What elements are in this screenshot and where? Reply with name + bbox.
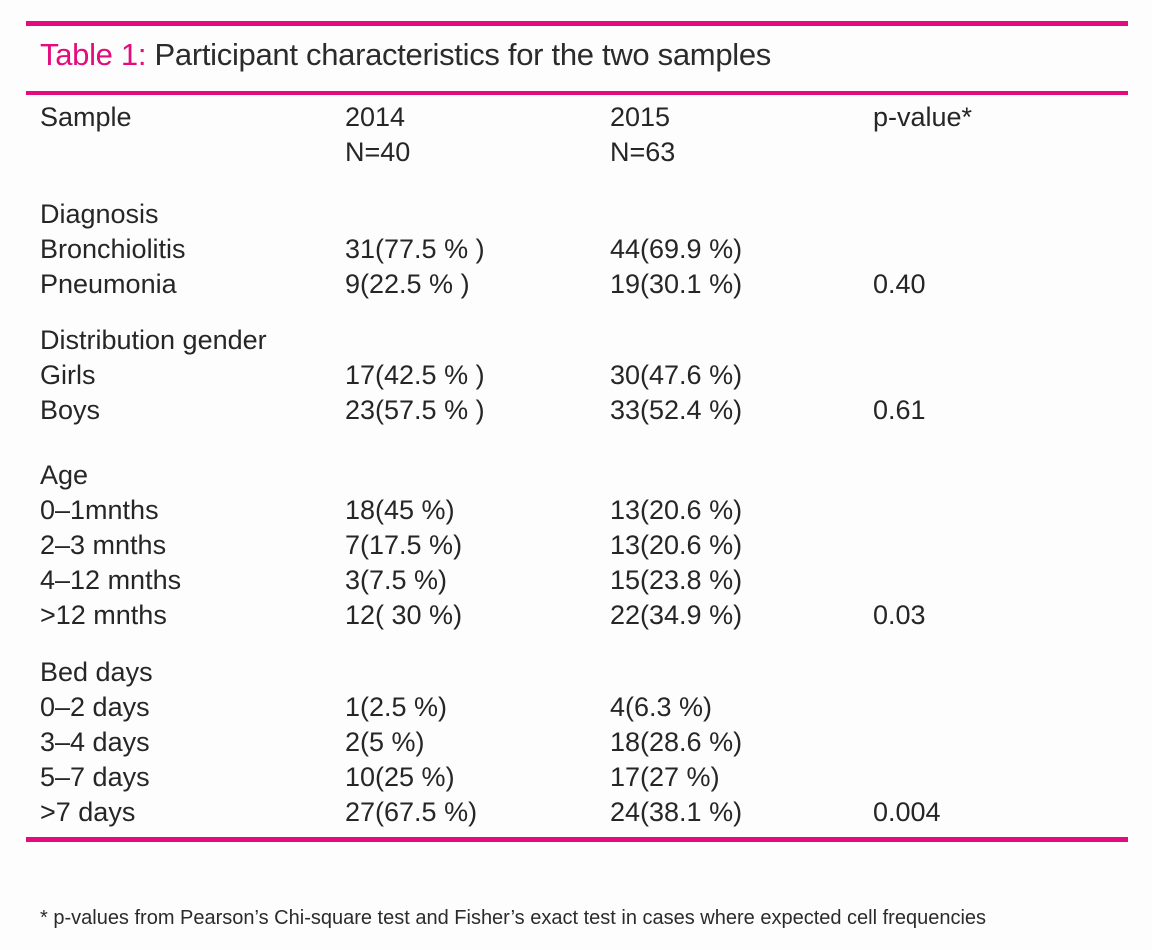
table-row: >12 mnths 12( 30 %) 22(34.9 %) 0.03 xyxy=(0,598,1152,633)
cell-pvalue xyxy=(873,232,1152,267)
cell-2015: 18(28.6 %) xyxy=(610,727,743,757)
row-label: Pneumonia xyxy=(40,269,177,299)
cell-pvalue xyxy=(873,528,1152,563)
section-header-row: Age xyxy=(0,458,1152,493)
row-label: >7 days xyxy=(40,797,136,827)
top-rule xyxy=(26,21,1128,26)
cell-2014: 1(2.5 %) xyxy=(345,692,448,722)
row-label: Girls xyxy=(40,360,96,390)
cell-2015: 30(47.6 %) xyxy=(610,360,743,390)
row-label: Boys xyxy=(40,395,101,425)
cell-2015: 13(20.6 %) xyxy=(610,530,743,560)
table-row: 4–12 mnths 3(7.5 %) 15(23.8 %) xyxy=(0,563,1152,598)
section-diagnosis: Diagnosis Bronchiolitis 31(77.5 % ) 44(6… xyxy=(0,197,1152,302)
cell-pvalue: 0.004 xyxy=(873,797,941,827)
section-header-row: Bed days xyxy=(0,655,1152,690)
table-row: >7 days 27(67.5 %) 24(38.1 %) 0.004 xyxy=(0,795,1152,830)
cell-2014: 9(22.5 % ) xyxy=(345,269,470,299)
cell-2015: 44(69.9 %) xyxy=(610,234,743,264)
cell-pvalue: 0.61 xyxy=(873,395,926,425)
cell-pvalue xyxy=(873,493,1152,528)
cell-2014: 12( 30 %) xyxy=(345,600,463,630)
cell-2014: 10(25 %) xyxy=(345,762,455,792)
cell-pvalue xyxy=(873,690,1152,725)
cell-2014: 23(57.5 % ) xyxy=(345,395,485,425)
header-sample: Sample xyxy=(40,102,132,132)
cell-2014: 27(67.5 %) xyxy=(345,797,478,827)
cell-2014: 3(7.5 %) xyxy=(345,565,448,595)
row-label: 0–2 days xyxy=(40,692,150,722)
section-header-row: Distribution gender xyxy=(0,323,1152,358)
table-row: Pneumonia 9(22.5 % ) 19(30.1 %) 0.40 xyxy=(0,267,1152,302)
table-title: Table 1: Participant characteristics for… xyxy=(40,35,1152,75)
table-row: 5–7 days 10(25 %) 17(27 %) xyxy=(0,760,1152,795)
table-row: Girls 17(42.5 % ) 30(47.6 %) xyxy=(0,358,1152,393)
row-label: Bronchiolitis xyxy=(40,234,186,264)
section-name: Diagnosis xyxy=(40,199,159,229)
table-header-row: Sample 2014 N=40 2015 N=63 p-value* xyxy=(0,100,1152,170)
header-2015-n: N=63 xyxy=(610,137,676,167)
header-2015-year: 2015 xyxy=(610,102,671,132)
row-label: 5–7 days xyxy=(40,762,150,792)
cell-pvalue xyxy=(873,563,1152,598)
table-row: 3–4 days 2(5 %) 18(28.6 %) xyxy=(0,725,1152,760)
table-row: Boys 23(57.5 % ) 33(52.4 %) 0.61 xyxy=(0,393,1152,428)
participant-table: Sample 2014 N=40 2015 N=63 p-value* Diag… xyxy=(0,100,1152,830)
cell-pvalue xyxy=(873,358,1152,393)
cell-pvalue xyxy=(873,760,1152,795)
section-gender: Distribution gender Girls 17(42.5 % ) 30… xyxy=(0,323,1152,428)
table-row: 0–2 days 1(2.5 %) 4(6.3 %) xyxy=(0,690,1152,725)
row-label: 4–12 mnths xyxy=(40,565,182,595)
title-divider-rule xyxy=(26,91,1128,95)
table-row: 2–3 mnths 7(17.5 %) 13(20.6 %) xyxy=(0,528,1152,563)
section-name: Age xyxy=(40,460,89,490)
cell-2015: 17(27 %) xyxy=(610,762,720,792)
cell-2014: 17(42.5 % ) xyxy=(345,360,485,390)
header-2014-n: N=40 xyxy=(345,137,411,167)
cell-2015: 33(52.4 %) xyxy=(610,395,743,425)
table-row: 0–1mnths 18(45 %) 13(20.6 %) xyxy=(0,493,1152,528)
cell-pvalue: 0.03 xyxy=(873,600,926,630)
cell-2014: 18(45 %) xyxy=(345,495,455,525)
header-2014-year: 2014 xyxy=(345,102,406,132)
cell-2015: 4(6.3 %) xyxy=(610,692,713,722)
footnote-divider-rule xyxy=(26,837,1128,842)
footnote-line-1: * p-values from Pearson’s Chi-square tes… xyxy=(40,907,987,929)
table-caption-text: Participant characteristics for the two … xyxy=(154,37,772,72)
section-bed-days: Bed days 0–2 days 1(2.5 %) 4(6.3 %) 3–4 … xyxy=(0,655,1152,830)
cell-2014: 7(17.5 %) xyxy=(345,530,463,560)
section-name: Distribution gender xyxy=(40,325,267,355)
table-row: Bronchiolitis 31(77.5 % ) 44(69.9 %) xyxy=(0,232,1152,267)
header-pvalue: p-value* xyxy=(873,102,973,132)
table-number-label: Table 1: xyxy=(40,37,147,72)
section-header-row: Diagnosis xyxy=(0,197,1152,232)
cell-pvalue xyxy=(873,725,1152,760)
cell-2014: 2(5 %) xyxy=(345,727,425,757)
cell-pvalue: 0.40 xyxy=(873,269,926,299)
section-name: Bed days xyxy=(40,657,153,687)
row-label: 0–1mnths xyxy=(40,495,159,525)
header-col-2014: 2014 N=40 xyxy=(345,100,610,170)
row-label: 2–3 mnths xyxy=(40,530,167,560)
cell-2015: 13(20.6 %) xyxy=(610,495,743,525)
cell-2015: 19(30.1 %) xyxy=(610,269,743,299)
row-label: 3–4 days xyxy=(40,727,150,757)
row-label: >12 mnths xyxy=(40,600,167,630)
section-age: Age 0–1mnths 18(45 %) 13(20.6 %) 2–3 mnt… xyxy=(0,458,1152,633)
cell-2015: 22(34.9 %) xyxy=(610,600,743,630)
cell-2015: 15(23.8 %) xyxy=(610,565,743,595)
cell-2015: 24(38.1 %) xyxy=(610,797,743,827)
footnote: * p-values from Pearson’s Chi-square tes… xyxy=(0,853,1152,950)
cell-2014: 31(77.5 % ) xyxy=(345,234,485,264)
header-col-2015: 2015 N=63 xyxy=(610,100,873,170)
